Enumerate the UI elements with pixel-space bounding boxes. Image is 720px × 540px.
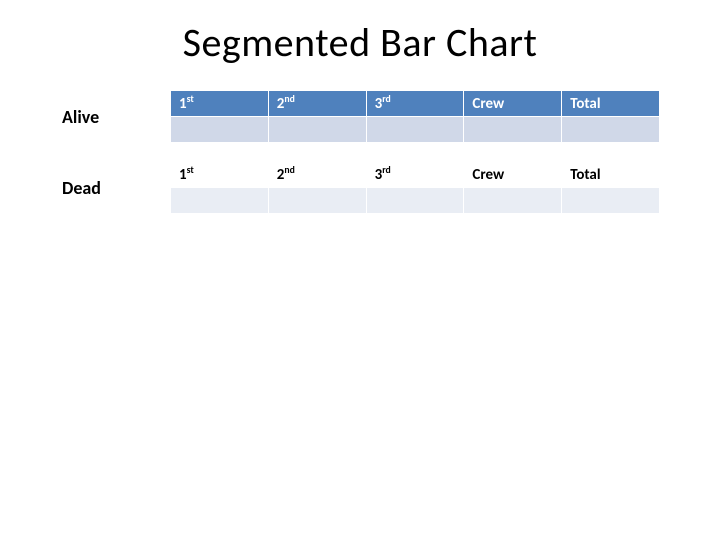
col-header-crew: Crew xyxy=(464,91,562,117)
table-header-row: 1st 2nd 3rd Crew Total xyxy=(171,162,660,188)
table-cell xyxy=(366,117,464,143)
table-alive: 1st 2nd 3rd Crew Total xyxy=(170,90,660,143)
table-cell xyxy=(562,188,660,214)
table-cell xyxy=(268,188,366,214)
row-label-dead: Dead xyxy=(60,161,170,214)
table-data-row xyxy=(171,117,660,143)
table-cell xyxy=(171,188,269,214)
col-header-3rd: 3rd xyxy=(366,162,464,188)
tables-container: Alive 1st 2nd 3rd Crew Total xyxy=(60,90,660,232)
slide-title: Segmented Bar Chart xyxy=(0,18,720,67)
col-header-2nd: 2nd xyxy=(268,91,366,117)
table-data-row xyxy=(171,188,660,214)
table-cell xyxy=(562,117,660,143)
col-header-total: Total xyxy=(562,91,660,117)
table-header-row: 1st 2nd 3rd Crew Total xyxy=(171,91,660,117)
table-row-dead: Dead 1st 2nd 3rd Crew Total xyxy=(60,161,660,214)
table-cell xyxy=(464,117,562,143)
table-dead: 1st 2nd 3rd Crew Total xyxy=(170,161,660,214)
col-header-crew: Crew xyxy=(464,162,562,188)
table-cell xyxy=(464,188,562,214)
table-row-alive: Alive 1st 2nd 3rd Crew Total xyxy=(60,90,660,143)
col-header-1st: 1st xyxy=(171,91,269,117)
row-label-alive: Alive xyxy=(60,90,170,143)
col-header-2nd: 2nd xyxy=(268,162,366,188)
col-header-total: Total xyxy=(562,162,660,188)
table-cell xyxy=(171,117,269,143)
col-header-3rd: 3rd xyxy=(366,91,464,117)
table-cell xyxy=(366,188,464,214)
col-header-1st: 1st xyxy=(171,162,269,188)
table-cell xyxy=(268,117,366,143)
